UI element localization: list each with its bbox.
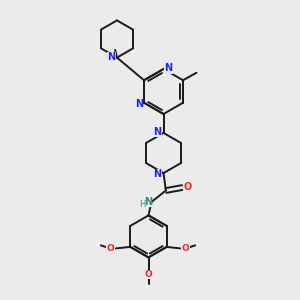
Text: N: N <box>164 63 173 73</box>
Text: O: O <box>145 270 152 279</box>
Text: N: N <box>153 169 162 179</box>
Text: N: N <box>107 52 116 62</box>
Text: O: O <box>184 182 192 192</box>
Text: H: H <box>139 200 146 209</box>
Text: N: N <box>153 127 162 137</box>
Text: N: N <box>144 196 152 207</box>
Text: N: N <box>135 99 143 109</box>
Text: O: O <box>106 244 114 253</box>
Text: O: O <box>182 244 190 253</box>
